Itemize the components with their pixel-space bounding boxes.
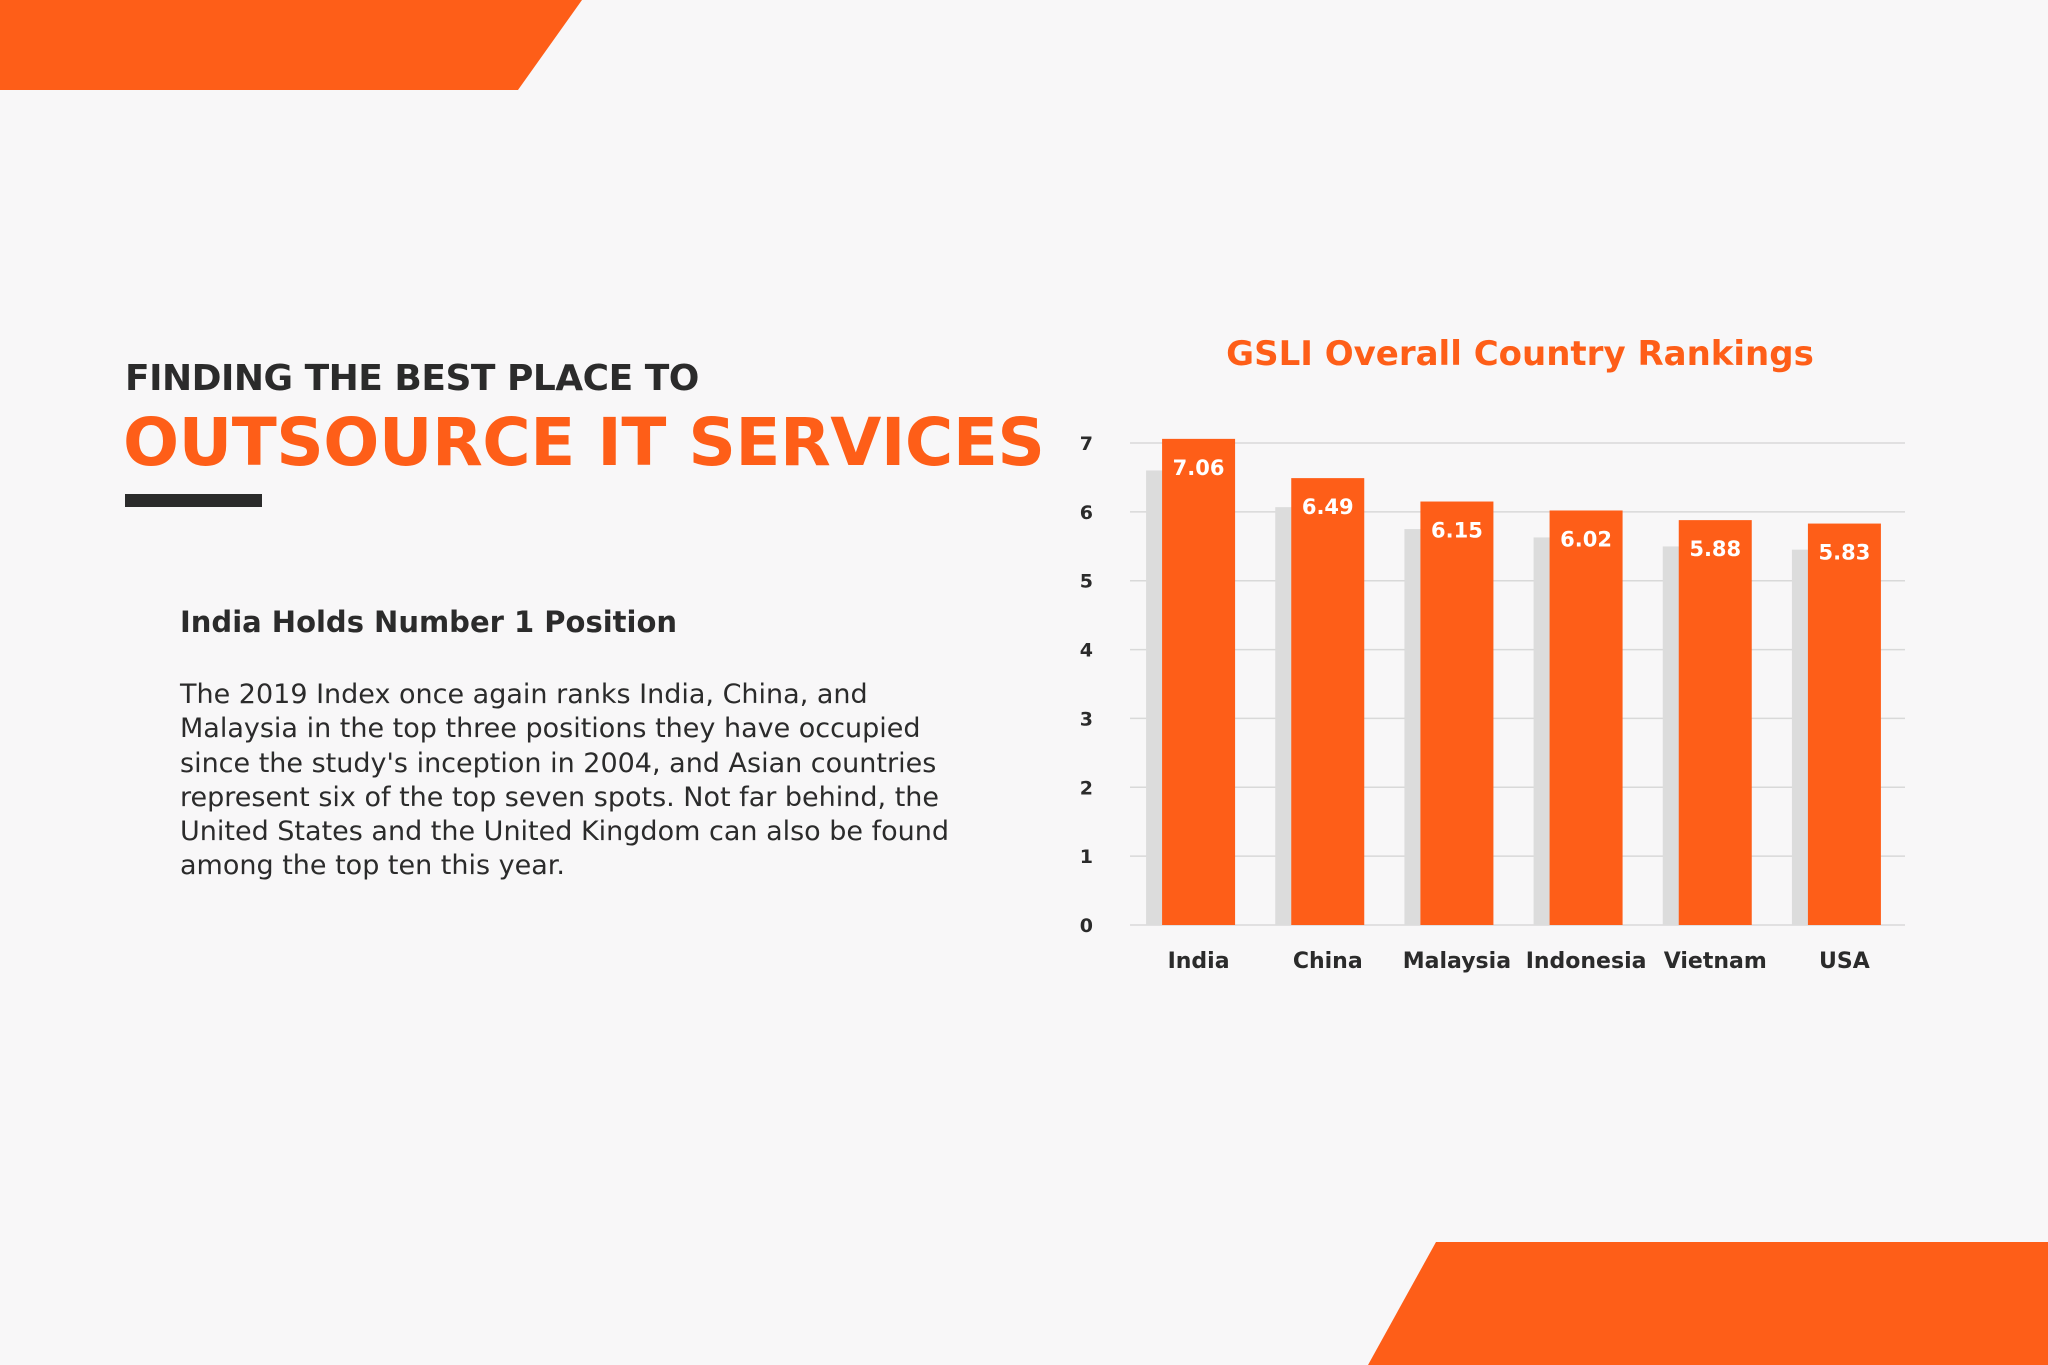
title-underline <box>125 494 262 507</box>
y-tick-label: 0 <box>1080 915 1093 937</box>
body-line: Malaysia in the top three positions they… <box>180 713 921 745</box>
data-label: 7.06 <box>1173 456 1225 480</box>
page-title: OUTSOURCE IT SERVICES <box>123 404 1045 481</box>
y-tick-label: 3 <box>1080 708 1093 730</box>
bar <box>1549 510 1623 925</box>
bar <box>1678 520 1752 925</box>
data-label: 6.49 <box>1302 495 1354 519</box>
page-eyebrow: FINDING THE BEST PLACE TO <box>125 358 699 399</box>
data-label: 5.83 <box>1819 541 1871 565</box>
x-tick-label: Malaysia <box>1403 949 1511 974</box>
section-heading: India Holds Number 1 Position <box>180 605 678 639</box>
data-label: 6.15 <box>1431 519 1483 543</box>
bar <box>1162 438 1236 925</box>
bar <box>1420 501 1494 925</box>
y-tick-label: 1 <box>1080 846 1093 868</box>
y-tick-label: 4 <box>1080 640 1093 662</box>
bar <box>1807 523 1881 925</box>
y-tick-label: 7 <box>1080 433 1093 455</box>
bar <box>1291 478 1365 925</box>
body-line: United States and the United Kingdom can… <box>180 816 949 848</box>
body-line: among the top ten this year. <box>180 850 566 882</box>
body-line: represent six of the top seven spots. No… <box>180 781 940 813</box>
body-line: since the study's inception in 2004, and… <box>180 747 937 779</box>
y-tick-label: 5 <box>1080 571 1093 593</box>
y-tick-label: 6 <box>1080 502 1093 524</box>
y-tick-label: 2 <box>1080 777 1093 799</box>
data-label: 5.88 <box>1689 537 1741 561</box>
x-tick-label: India <box>1168 949 1230 974</box>
x-tick-label: Vietnam <box>1664 949 1767 974</box>
body-paragraph: The 2019 Index once again ranks India, C… <box>180 678 1000 884</box>
chart-title: GSLI Overall Country Rankings <box>1226 334 1814 374</box>
decorative-banner-top <box>0 0 582 90</box>
x-tick-label: Indonesia <box>1526 949 1647 974</box>
x-tick-label: USA <box>1819 949 1870 974</box>
decorative-banner-bottom <box>1368 1242 2048 1365</box>
data-label: 6.02 <box>1560 527 1612 551</box>
x-tick-label: China <box>1293 949 1363 974</box>
body-line: The 2019 Index once again ranks India, C… <box>180 679 868 710</box>
